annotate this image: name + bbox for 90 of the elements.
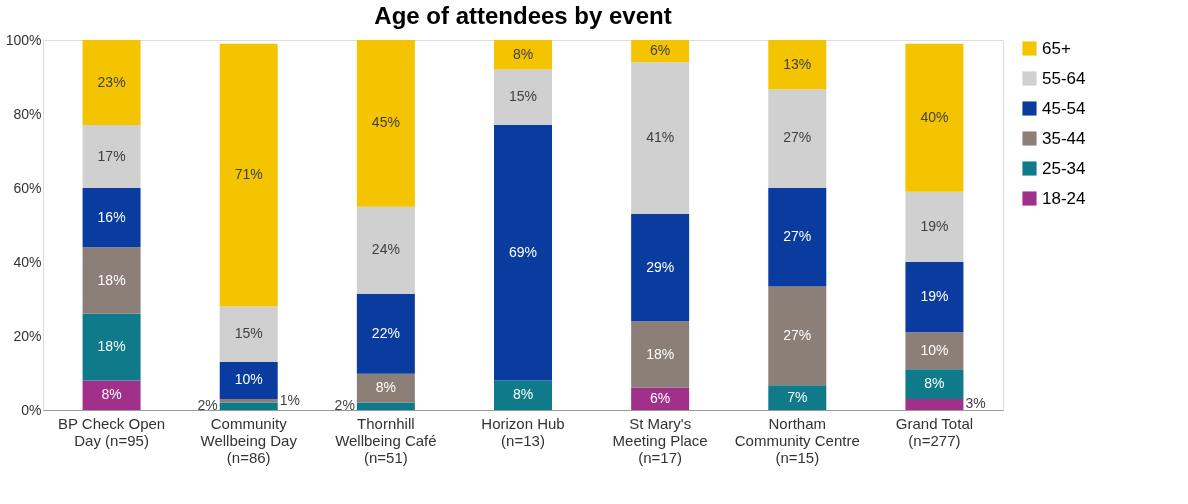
bar [631,213,690,322]
bar [356,373,415,403]
x-tick-label: St Mary's Meeting Place (n=17) [612,414,708,466]
bar [631,62,690,214]
x-tick-label: Thornhill Wellbeing Café (n=51) [335,414,437,466]
data-label: 15% [234,325,263,342]
bar [356,293,415,374]
bar [82,247,141,314]
bar [905,332,964,370]
y-tick-label: 0% [21,401,42,418]
x-tick-label: Northam Community Centre (n=15) [734,414,860,466]
data-label: 24% [371,241,400,258]
data-label: 41% [646,129,675,146]
legend-label: 65+ [1042,38,1071,58]
data-label: 6% [650,42,671,59]
bar [494,40,552,70]
bar [905,191,964,262]
bar [494,69,552,126]
data-label: 2% [197,397,218,414]
legend-label: 25-34 [1042,158,1086,178]
legend-label: 45-54 [1042,98,1086,118]
bar [768,89,827,188]
data-label: 17% [97,147,126,164]
bar [631,321,690,388]
data-label: 40% [920,108,949,125]
bar [768,40,827,90]
bar [356,402,415,410]
legend-label: 18-24 [1042,188,1086,208]
bar [219,398,278,403]
bar [768,385,827,410]
data-label: 2% [334,397,355,414]
data-label: 3% [965,395,986,412]
data-label: 29% [646,258,675,275]
data-label: 18% [97,271,126,288]
bar [82,40,141,126]
bar [219,43,278,307]
x-tick-label: Community Wellbeing Day (n=86) [200,414,298,466]
bar [219,361,278,399]
data-label: 13% [783,55,812,72]
data-label: 8% [924,375,945,392]
bar [494,380,552,410]
data-label: 27% [783,326,812,343]
data-label: 27% [783,228,812,245]
data-label: 15% [508,88,538,105]
bar [905,398,964,410]
bar [82,188,141,248]
legend-label: 35-44 [1042,128,1086,148]
y-tick-label: 60% [13,179,42,196]
y-tick-label: 80% [13,105,42,122]
data-label: 7% [787,388,808,405]
bar [905,43,964,192]
data-label: 18% [97,338,126,355]
bar [219,402,278,410]
data-label: 23% [97,73,126,90]
bar [356,40,415,207]
data-label: 10% [920,341,949,358]
x-tick-label: BP Check Open Day (n=95) [57,414,166,449]
data-label: 27% [783,129,812,146]
bar [219,306,278,362]
bar [905,369,964,399]
data-label: 1% [279,391,300,408]
bar [82,125,141,188]
bar [768,187,827,287]
data-label: 18% [646,345,675,362]
bar [82,313,141,381]
data-label: 16% [97,208,126,225]
x-tick-label: Grand Total (n=277) [895,414,974,449]
data-label: 8% [101,386,122,403]
y-tick-label: 20% [13,327,42,344]
data-label: 19% [920,288,949,305]
legend-label: 55-64 [1042,68,1086,88]
y-tick-label: 100% [5,31,42,48]
chart-title: Age of attendees by event [374,2,672,29]
bar [356,206,415,294]
bar [494,125,552,381]
data-label: 71% [234,166,263,183]
bar [82,380,141,410]
data-label: 69% [508,243,538,260]
data-label: 6% [650,389,671,406]
data-label: 8% [375,379,396,396]
y-tick-label: 40% [13,253,42,270]
data-label: 8% [512,45,534,62]
bar [768,286,827,386]
data-label: 10% [234,371,263,388]
data-label: 22% [371,324,400,341]
data-label: 19% [920,217,949,234]
data-label: 45% [371,114,400,131]
bar [905,262,964,333]
x-tick-label: Horizon Hub (n=13) [481,414,565,449]
data-label: 8% [512,386,534,403]
